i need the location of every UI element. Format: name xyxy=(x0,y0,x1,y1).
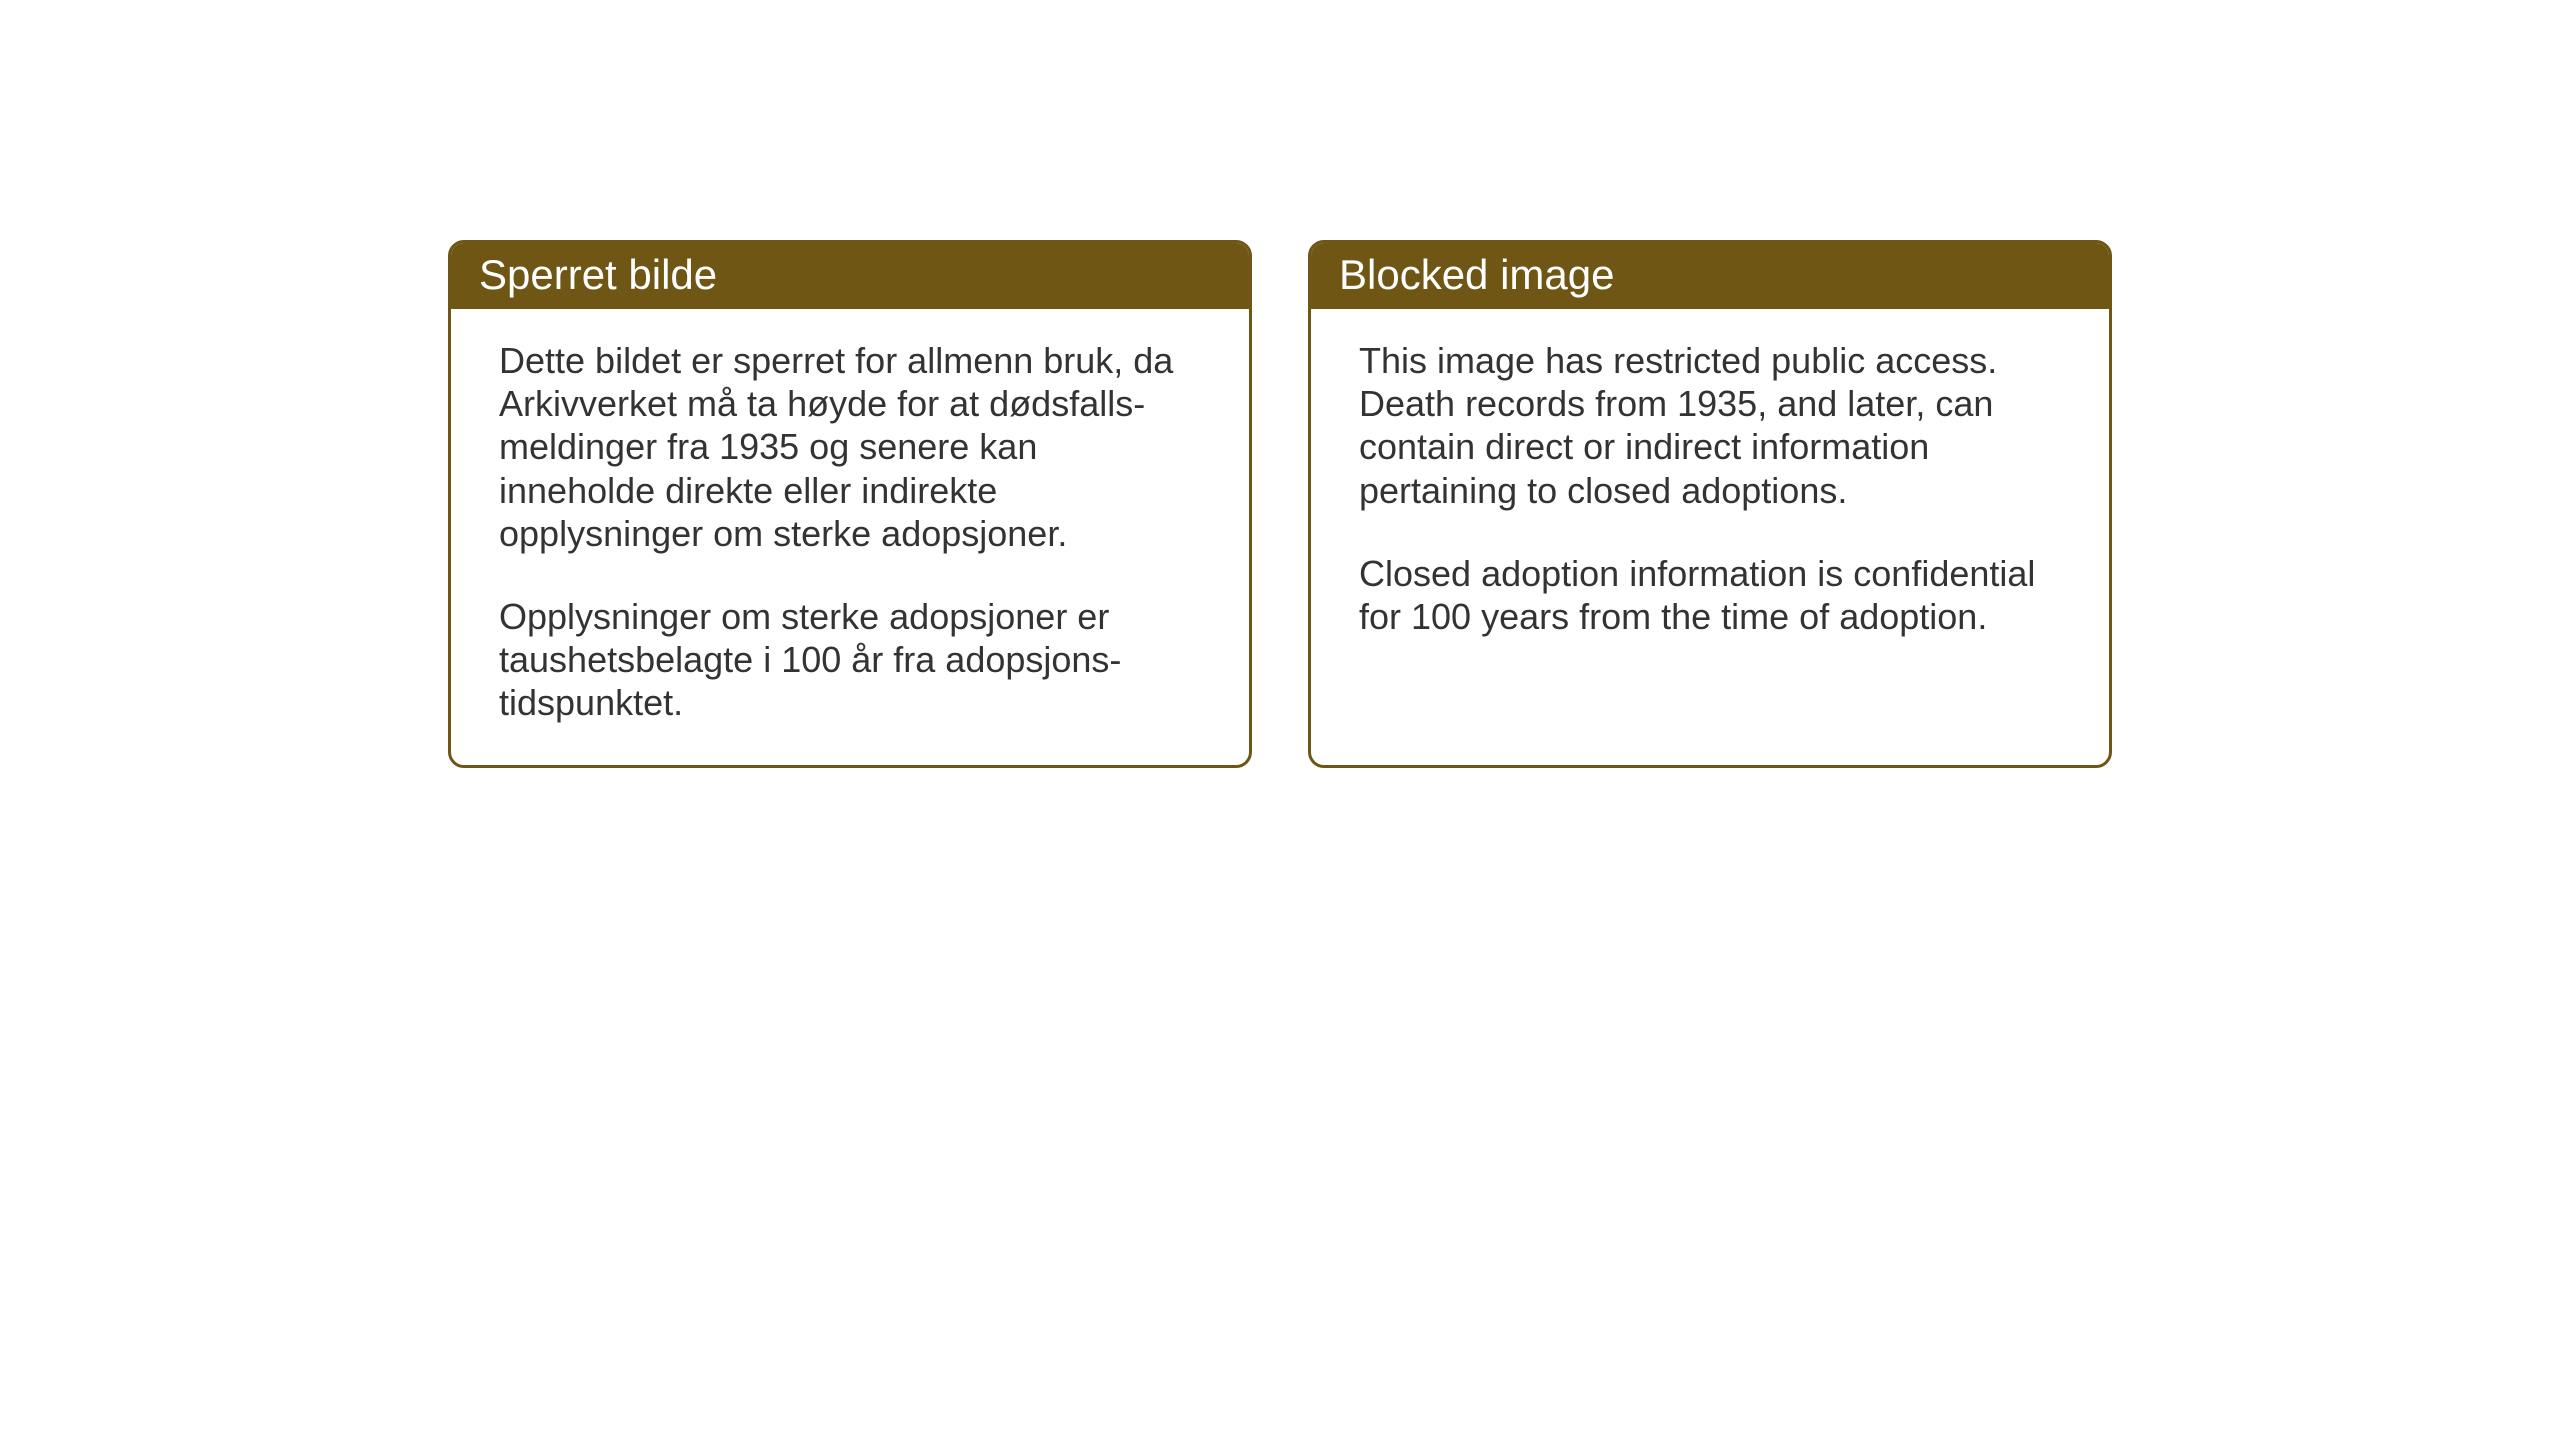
norwegian-paragraph-2: Opplysninger om sterke adopsjoner er tau… xyxy=(499,595,1201,725)
english-card-body: This image has restricted public access.… xyxy=(1311,309,2109,749)
norwegian-card-body: Dette bildet er sperret for allmenn bruk… xyxy=(451,309,1249,765)
english-card-title: Blocked image xyxy=(1311,243,2109,309)
english-notice-card: Blocked image This image has restricted … xyxy=(1308,240,2112,768)
norwegian-notice-card: Sperret bilde Dette bildet er sperret fo… xyxy=(448,240,1252,768)
norwegian-card-title: Sperret bilde xyxy=(451,243,1249,309)
english-paragraph-1: This image has restricted public access.… xyxy=(1359,339,2061,512)
norwegian-paragraph-1: Dette bildet er sperret for allmenn bruk… xyxy=(499,339,1201,555)
english-paragraph-2: Closed adoption information is confident… xyxy=(1359,552,2061,638)
notice-container: Sperret bilde Dette bildet er sperret fo… xyxy=(448,240,2112,768)
